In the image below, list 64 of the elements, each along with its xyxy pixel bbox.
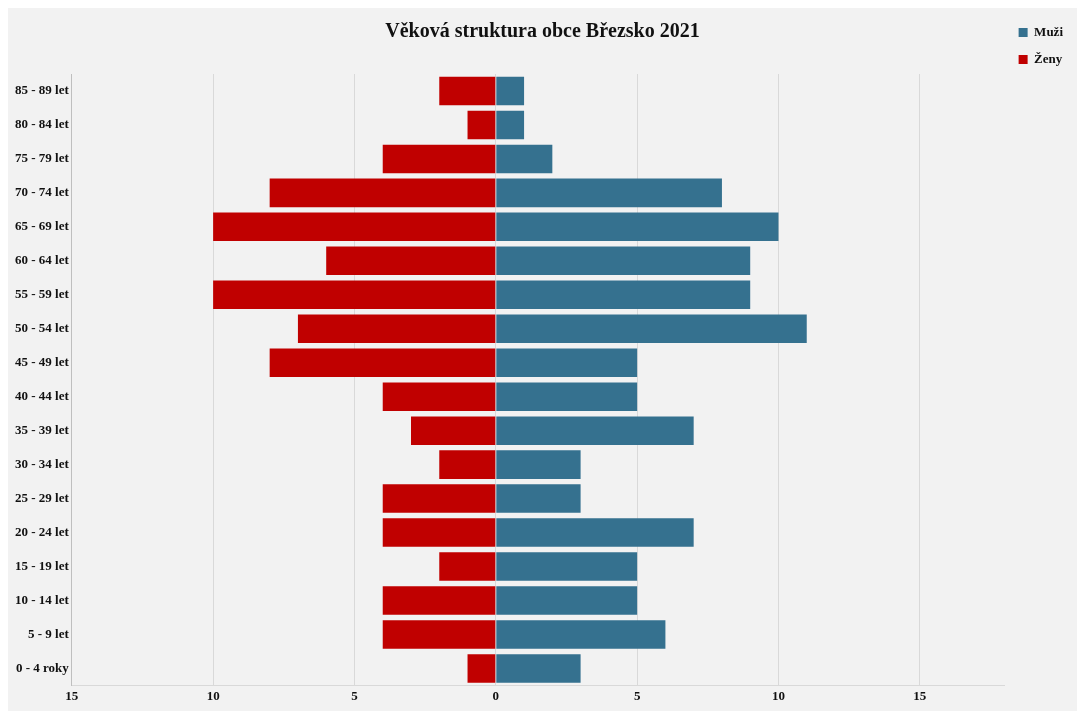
bar xyxy=(411,416,496,445)
y-tick-label: 10 - 14 let xyxy=(14,591,70,607)
bar xyxy=(439,450,496,479)
bar xyxy=(213,212,496,242)
bar xyxy=(382,620,496,649)
bar xyxy=(382,484,496,513)
y-tick-label: 80 - 84 let xyxy=(14,116,70,132)
bar xyxy=(467,110,496,140)
y-tick-label: 0 - 4 roky xyxy=(15,659,70,675)
bar xyxy=(496,144,553,174)
x-tick-label: 15 xyxy=(913,687,927,703)
bar xyxy=(496,620,666,649)
bar xyxy=(496,654,581,683)
bar xyxy=(297,314,496,344)
x-tick-label: 5 xyxy=(351,687,359,703)
legend-label: Ženy xyxy=(1034,50,1063,66)
y-tick-label: 5 - 9 let xyxy=(27,625,70,641)
y-tick-label: 20 - 24 let xyxy=(14,523,70,539)
bar xyxy=(269,348,496,377)
y-tick-label: 60 - 64 let xyxy=(14,252,70,268)
bar xyxy=(496,518,694,547)
bar xyxy=(382,518,496,547)
bar xyxy=(496,348,638,377)
bar xyxy=(439,552,496,581)
bar xyxy=(496,450,581,479)
bar xyxy=(496,484,581,513)
bar xyxy=(496,246,751,276)
bar xyxy=(496,416,694,445)
bar xyxy=(382,144,496,174)
y-tick-label: 45 - 49 let xyxy=(14,354,70,370)
x-tick-label: 10 xyxy=(206,687,220,703)
y-tick-label: 15 - 19 let xyxy=(14,557,70,573)
y-tick-label: 50 - 54 let xyxy=(14,320,70,336)
bar xyxy=(382,382,496,411)
bar xyxy=(213,280,496,310)
bar xyxy=(326,246,496,276)
bar xyxy=(496,110,525,140)
x-tick-label: 5 xyxy=(633,687,641,703)
bar xyxy=(439,76,496,106)
y-tick-label: 30 - 34 let xyxy=(14,455,70,471)
legend-label: Muži xyxy=(1034,23,1064,39)
x-tick-label: 10 xyxy=(771,687,785,703)
x-tick-label: 0 xyxy=(492,687,500,703)
chart-title: Věková struktura obce Březsko 2021 xyxy=(385,19,700,42)
bar xyxy=(467,654,496,683)
bar xyxy=(496,212,779,242)
y-tick-label: 55 - 59 let xyxy=(14,286,70,302)
y-tick-label: 65 - 69 let xyxy=(14,218,70,234)
bar xyxy=(496,280,751,310)
y-tick-label: 40 - 44 let xyxy=(14,388,70,404)
y-tick-label: 70 - 74 let xyxy=(14,184,70,200)
y-tick-label: 85 - 89 let xyxy=(14,82,70,98)
bar xyxy=(496,382,638,411)
bar xyxy=(382,586,496,615)
bar xyxy=(269,178,496,208)
bar xyxy=(496,586,638,615)
bar xyxy=(496,552,638,581)
bar xyxy=(496,178,722,208)
y-tick-label: 25 - 29 let xyxy=(14,489,70,505)
y-tick-label: 35 - 39 let xyxy=(14,422,70,438)
bar xyxy=(496,76,525,106)
x-tick-label: 15 xyxy=(65,687,79,703)
y-tick-label: 75 - 79 let xyxy=(14,150,70,166)
bar xyxy=(496,314,807,344)
